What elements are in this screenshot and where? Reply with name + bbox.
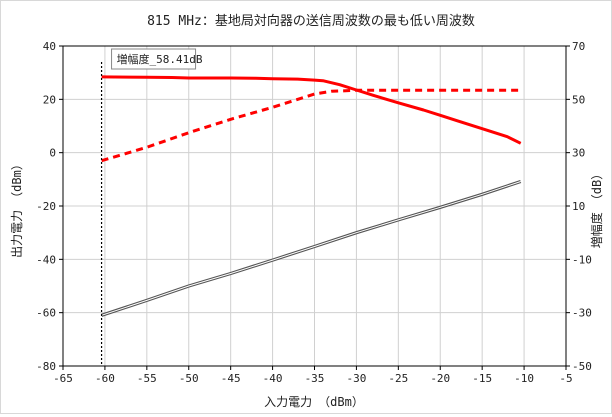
x-tick-label: -35 — [305, 372, 325, 385]
series-line-core — [101, 181, 521, 316]
y-right-tick-label: -10 — [572, 253, 592, 266]
y-axis-left-title: 出力電力 （dBm） — [10, 158, 24, 258]
y-right-tick-label: 70 — [572, 40, 585, 53]
output-red-line — [101, 75, 522, 145]
y-left-tick-label: -80 — [36, 360, 56, 373]
annotation-label: 増幅度_58.41dB — [117, 52, 203, 66]
y-right-tick-label: 50 — [572, 93, 585, 106]
x-tick-label: -10 — [514, 372, 534, 385]
y-right-tick-label: 30 — [572, 147, 585, 160]
y-left-tick-label: -20 — [36, 200, 56, 213]
x-tick-label: -55 — [137, 372, 157, 385]
y-right-tick-label: -50 — [572, 360, 592, 373]
y-left-tick-label: 40 — [43, 40, 56, 53]
x-tick-label: -40 — [263, 372, 283, 385]
y-left-tick-label: 0 — [49, 147, 56, 160]
x-tick-label: -45 — [221, 372, 241, 385]
annotation-box — [111, 48, 197, 70]
x-tick-label: -20 — [430, 372, 450, 385]
y-left-tick-label: -40 — [36, 253, 56, 266]
y-left-tick-label: -60 — [36, 307, 56, 320]
x-tick-label: -15 — [472, 372, 492, 385]
y-right-tick-label: 10 — [572, 200, 585, 213]
gain-dashed-line — [101, 88, 521, 163]
plot-area: -65 -60 -55 -50 -45 -40 -35 -30 -25 -20 -15 -10 -5 -8… — [36, 40, 592, 385]
x-tick-label: -60 — [95, 372, 115, 385]
y-right-tick-label: -30 — [572, 307, 592, 320]
chart-title: 815 MHz：基地局対向器の送信周波数の最も低い周波数 — [147, 13, 475, 29]
y-axis-right-title: 増幅度 （dB） — [589, 168, 604, 248]
x-tick-label: -25 — [388, 372, 408, 385]
y-left-tick-label: 20 — [43, 93, 56, 106]
x-tick-label: -30 — [346, 372, 366, 385]
x-tick-label: -65 — [53, 372, 73, 385]
x-tick-label: -5 — [559, 372, 572, 385]
x-axis-title: 入力電力 （dBm） — [264, 395, 364, 409]
x-tick-label: -50 — [179, 372, 199, 385]
